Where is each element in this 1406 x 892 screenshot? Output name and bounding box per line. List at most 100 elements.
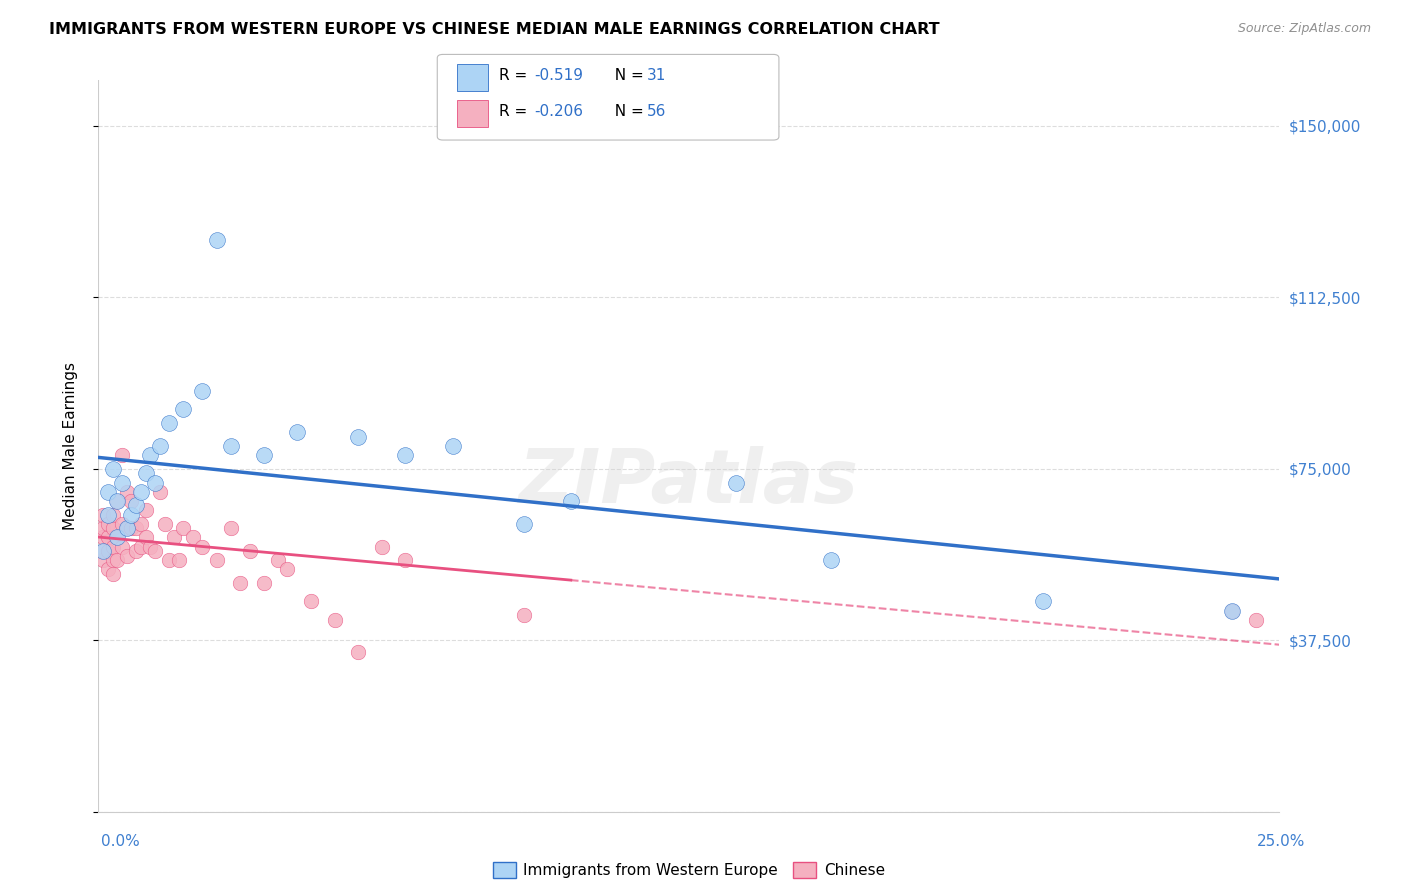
Point: [820, 553, 842, 567]
Text: 0.0%: 0.0%: [101, 834, 141, 849]
Point: [157, 553, 180, 567]
Point: [441, 439, 464, 453]
Point: [121, 493, 143, 508]
Text: ZIPatlas: ZIPatlas: [519, 446, 859, 519]
Point: [219, 521, 242, 535]
Point: [121, 508, 143, 522]
Point: [253, 448, 276, 462]
Point: [323, 613, 346, 627]
Point: [205, 553, 228, 567]
Point: [157, 416, 180, 430]
Point: [97, 530, 120, 544]
Point: [143, 544, 166, 558]
Point: [239, 544, 262, 558]
Point: [121, 521, 143, 535]
Y-axis label: Median Male Earnings: Median Male Earnings: [63, 362, 77, 530]
Point: [111, 516, 134, 531]
Point: [299, 594, 322, 608]
Point: [101, 567, 124, 582]
Text: 31: 31: [647, 69, 666, 83]
Point: [172, 521, 194, 535]
Point: [97, 516, 120, 531]
Point: [91, 521, 114, 535]
Point: [394, 553, 416, 567]
Point: [125, 544, 148, 558]
Point: [285, 425, 308, 440]
Point: [129, 516, 152, 531]
Point: [91, 544, 114, 558]
Point: [181, 530, 204, 544]
Point: [371, 540, 394, 554]
Point: [163, 530, 186, 544]
Point: [97, 508, 120, 522]
Point: [135, 467, 157, 481]
Point: [1220, 603, 1243, 617]
Point: [101, 508, 124, 522]
Point: [139, 540, 162, 554]
Point: [149, 439, 172, 453]
Point: [97, 544, 120, 558]
Point: [276, 562, 298, 576]
Point: [97, 484, 120, 499]
Point: [125, 499, 148, 513]
Point: [111, 540, 134, 554]
Point: [101, 553, 124, 567]
Legend: Immigrants from Western Europe, Chinese: Immigrants from Western Europe, Chinese: [486, 856, 891, 885]
Text: -0.206: -0.206: [534, 104, 583, 119]
Point: [153, 516, 176, 531]
Point: [512, 516, 534, 531]
Point: [111, 475, 134, 490]
Text: -0.519: -0.519: [534, 69, 583, 83]
Point: [105, 553, 128, 567]
Point: [1220, 603, 1243, 617]
Point: [191, 540, 214, 554]
Point: [91, 544, 114, 558]
Point: [129, 540, 152, 554]
Point: [105, 530, 128, 544]
Point: [191, 384, 214, 398]
Point: [229, 576, 252, 591]
Point: [347, 430, 370, 444]
Point: [1244, 613, 1267, 627]
Point: [253, 576, 276, 591]
Text: 25.0%: 25.0%: [1257, 834, 1305, 849]
Point: [115, 521, 138, 535]
Point: [101, 521, 124, 535]
Point: [135, 530, 157, 544]
Point: [219, 439, 242, 453]
Point: [394, 448, 416, 462]
Point: [143, 475, 166, 490]
Text: N =: N =: [605, 104, 648, 119]
Text: 56: 56: [647, 104, 666, 119]
Point: [205, 233, 228, 247]
Point: [97, 562, 120, 576]
Point: [1032, 594, 1054, 608]
Point: [139, 448, 162, 462]
Text: R =: R =: [499, 69, 533, 83]
Point: [347, 645, 370, 659]
Text: R =: R =: [499, 104, 533, 119]
Point: [167, 553, 190, 567]
Point: [129, 484, 152, 499]
Point: [135, 503, 157, 517]
Point: [149, 484, 172, 499]
Point: [91, 553, 114, 567]
Point: [105, 530, 128, 544]
Text: Source: ZipAtlas.com: Source: ZipAtlas.com: [1237, 22, 1371, 36]
Point: [560, 493, 582, 508]
Point: [101, 462, 124, 476]
Point: [101, 540, 124, 554]
Point: [267, 553, 290, 567]
Point: [115, 521, 138, 535]
Point: [91, 530, 114, 544]
Point: [725, 475, 748, 490]
Point: [115, 484, 138, 499]
Point: [172, 402, 194, 417]
Text: IMMIGRANTS FROM WESTERN EUROPE VS CHINESE MEDIAN MALE EARNINGS CORRELATION CHART: IMMIGRANTS FROM WESTERN EUROPE VS CHINES…: [49, 22, 939, 37]
Point: [105, 493, 128, 508]
Point: [91, 508, 114, 522]
Point: [512, 608, 534, 623]
Text: N =: N =: [605, 69, 648, 83]
Point: [111, 448, 134, 462]
Point: [115, 549, 138, 563]
